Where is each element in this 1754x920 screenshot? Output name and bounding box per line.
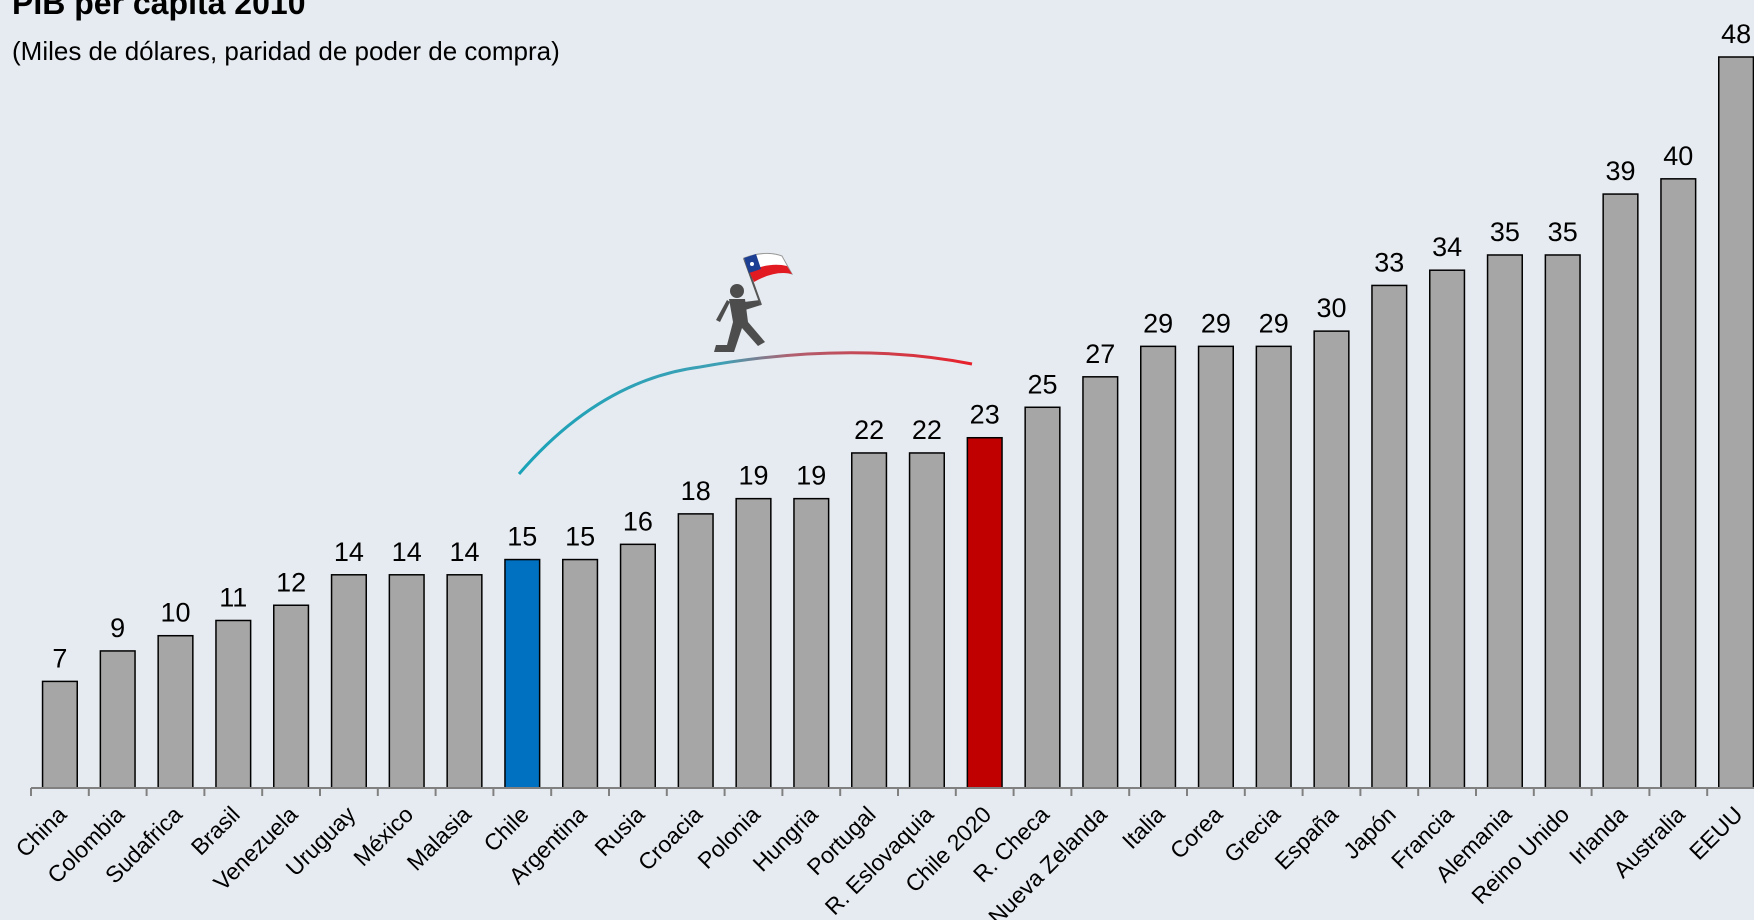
bar [446, 574, 483, 789]
bar [619, 543, 656, 789]
value-label: 9 [110, 613, 125, 643]
value-label: 14 [392, 537, 422, 567]
value-label: 19 [738, 461, 768, 491]
chart-title: PIB per cápita 2010 [12, 0, 305, 21]
bar [157, 634, 194, 789]
bar [793, 497, 830, 789]
value-label: 15 [565, 522, 595, 552]
x-tick-label: Croacia [633, 801, 708, 876]
value-label: 29 [1259, 308, 1289, 338]
value-label: 7 [52, 643, 67, 673]
flag-icon [743, 252, 794, 306]
x-tick-label: Corea [1165, 801, 1228, 864]
bar [562, 558, 599, 789]
value-label: 22 [912, 415, 942, 445]
bar [1024, 406, 1061, 789]
value-label: 22 [854, 415, 884, 445]
x-tick-label: Italia [1117, 801, 1170, 854]
bar [388, 574, 425, 789]
bar [1197, 345, 1234, 789]
decoration [517, 252, 973, 475]
value-label: 23 [970, 400, 1000, 430]
value-label: 34 [1432, 232, 1462, 262]
bar [851, 452, 888, 789]
value-label: 48 [1721, 19, 1751, 49]
runner-icon [714, 284, 765, 352]
x-tick-label: Malasia [402, 801, 477, 876]
bar [41, 680, 78, 789]
value-label: 33 [1374, 247, 1404, 277]
bar [330, 574, 367, 789]
value-label: 39 [1605, 156, 1635, 186]
value-label: 40 [1663, 141, 1693, 171]
bar [99, 650, 136, 789]
bar [966, 436, 1003, 789]
value-label: 19 [796, 461, 826, 491]
bar [677, 513, 714, 789]
bar [1429, 269, 1466, 789]
value-label: 14 [334, 537, 364, 567]
bar [1660, 178, 1697, 789]
bar [1255, 345, 1292, 789]
x-tick-label: España [1269, 801, 1343, 875]
value-label: 25 [1027, 369, 1057, 399]
bar [1371, 284, 1408, 789]
value-label: 15 [507, 522, 537, 552]
bar [1544, 254, 1581, 789]
bar [1486, 254, 1523, 789]
value-label: 27 [1085, 339, 1115, 369]
value-label: 35 [1490, 217, 1520, 247]
bar [1602, 193, 1639, 789]
bar [273, 604, 310, 789]
value-label: 18 [681, 476, 711, 506]
bar [504, 558, 541, 789]
bar [735, 497, 772, 789]
value-label: 30 [1316, 293, 1346, 323]
value-label: 14 [449, 537, 479, 567]
value-label: 12 [276, 567, 306, 597]
value-label: 10 [160, 598, 190, 628]
progress-arc [517, 351, 973, 475]
bar [1140, 345, 1177, 789]
chart-subtitle: (Miles de dólares, paridad de poder de c… [12, 36, 560, 66]
bar [1718, 56, 1754, 789]
x-tick-label: EEUU [1684, 801, 1748, 865]
value-label: 16 [623, 506, 653, 536]
bar [215, 619, 252, 789]
value-label: 11 [219, 582, 247, 612]
bar [908, 452, 945, 789]
bar [1313, 330, 1350, 789]
bar [1082, 376, 1119, 789]
value-label: 29 [1201, 308, 1231, 338]
value-label: 35 [1548, 217, 1578, 247]
value-label: 29 [1143, 308, 1173, 338]
